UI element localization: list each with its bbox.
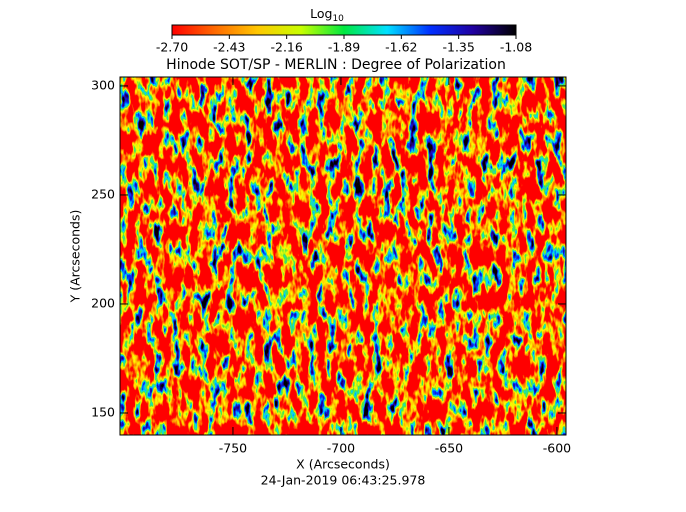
- y-tick-label: 300: [91, 77, 115, 92]
- colorbar-tick-label: -2.16: [270, 40, 302, 55]
- y-tick-label: 250: [91, 186, 115, 201]
- plot-frame: [119, 76, 567, 436]
- colorbar-tick-label: -1.62: [385, 40, 417, 55]
- x-tick-label: -600: [543, 441, 571, 456]
- x-tick-label: -700: [327, 441, 355, 456]
- heatmap-image: [120, 77, 566, 435]
- colorbar-tick-label: -1.35: [442, 40, 474, 55]
- colorbar-label-subscript: 10: [332, 14, 344, 24]
- colorbar: [171, 24, 517, 36]
- x-axis-label: X (Arcseconds): [296, 457, 390, 472]
- x-tick-label: -750: [219, 441, 247, 456]
- x-tick-label: -650: [435, 441, 463, 456]
- y-tick-label: 200: [91, 295, 115, 310]
- colorbar-label: Log10: [310, 6, 344, 24]
- y-axis-label: Y (Arcseconds): [68, 210, 83, 304]
- colorbar-tick-label: -1.89: [328, 40, 360, 55]
- colorbar-tick-label: -2.70: [156, 40, 188, 55]
- chart-title: Hinode SOT/SP - MERLIN : Degree of Polar…: [166, 57, 506, 73]
- colorbar-tick-label: -2.43: [213, 40, 245, 55]
- colorbar-label-text: Log: [310, 6, 332, 21]
- colorbar-tick-label: -1.08: [500, 40, 532, 55]
- y-tick-label: 150: [91, 404, 115, 419]
- footer-date: 24-Jan-2019 06:43:25.978: [261, 473, 426, 488]
